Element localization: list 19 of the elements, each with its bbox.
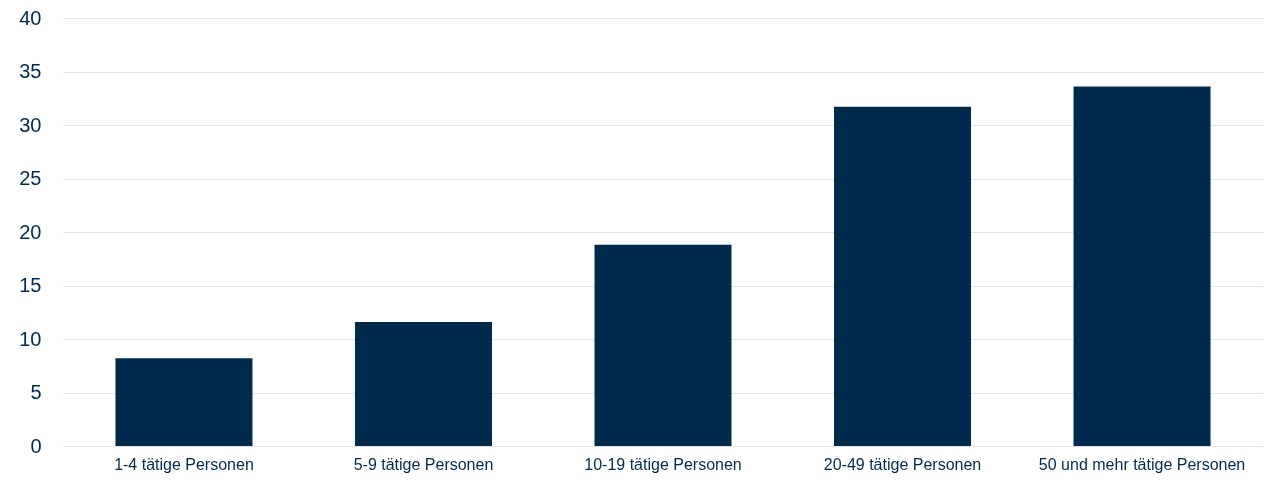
y-tick-label: 35 [19, 60, 42, 82]
bar [1073, 86, 1211, 446]
x-tick-label: 50 und mehr tätige Personen [1038, 455, 1246, 473]
bar [115, 358, 253, 446]
bar [594, 244, 732, 446]
y-tick-label: 10 [19, 327, 42, 350]
y-tick-label: 0 [30, 434, 42, 457]
x-tick-label: 20-49 tätige Personen [823, 455, 982, 473]
x-tick-label: 10-19 tätige Personen [584, 455, 742, 473]
y-tick-label: 5 [30, 381, 42, 403]
x-tick-label: 1-4 tätige Personen [114, 455, 254, 473]
bar [354, 321, 492, 446]
y-tick-label: 20 [19, 220, 42, 243]
bar [834, 106, 972, 446]
y-tick-label: 40 [19, 6, 42, 29]
y-tick-label: 15 [19, 274, 42, 296]
y-tick-label: 25 [19, 167, 42, 189]
y-tick-label: 30 [19, 113, 42, 136]
x-tick-label: 5-9 tätige Personen [353, 455, 494, 473]
